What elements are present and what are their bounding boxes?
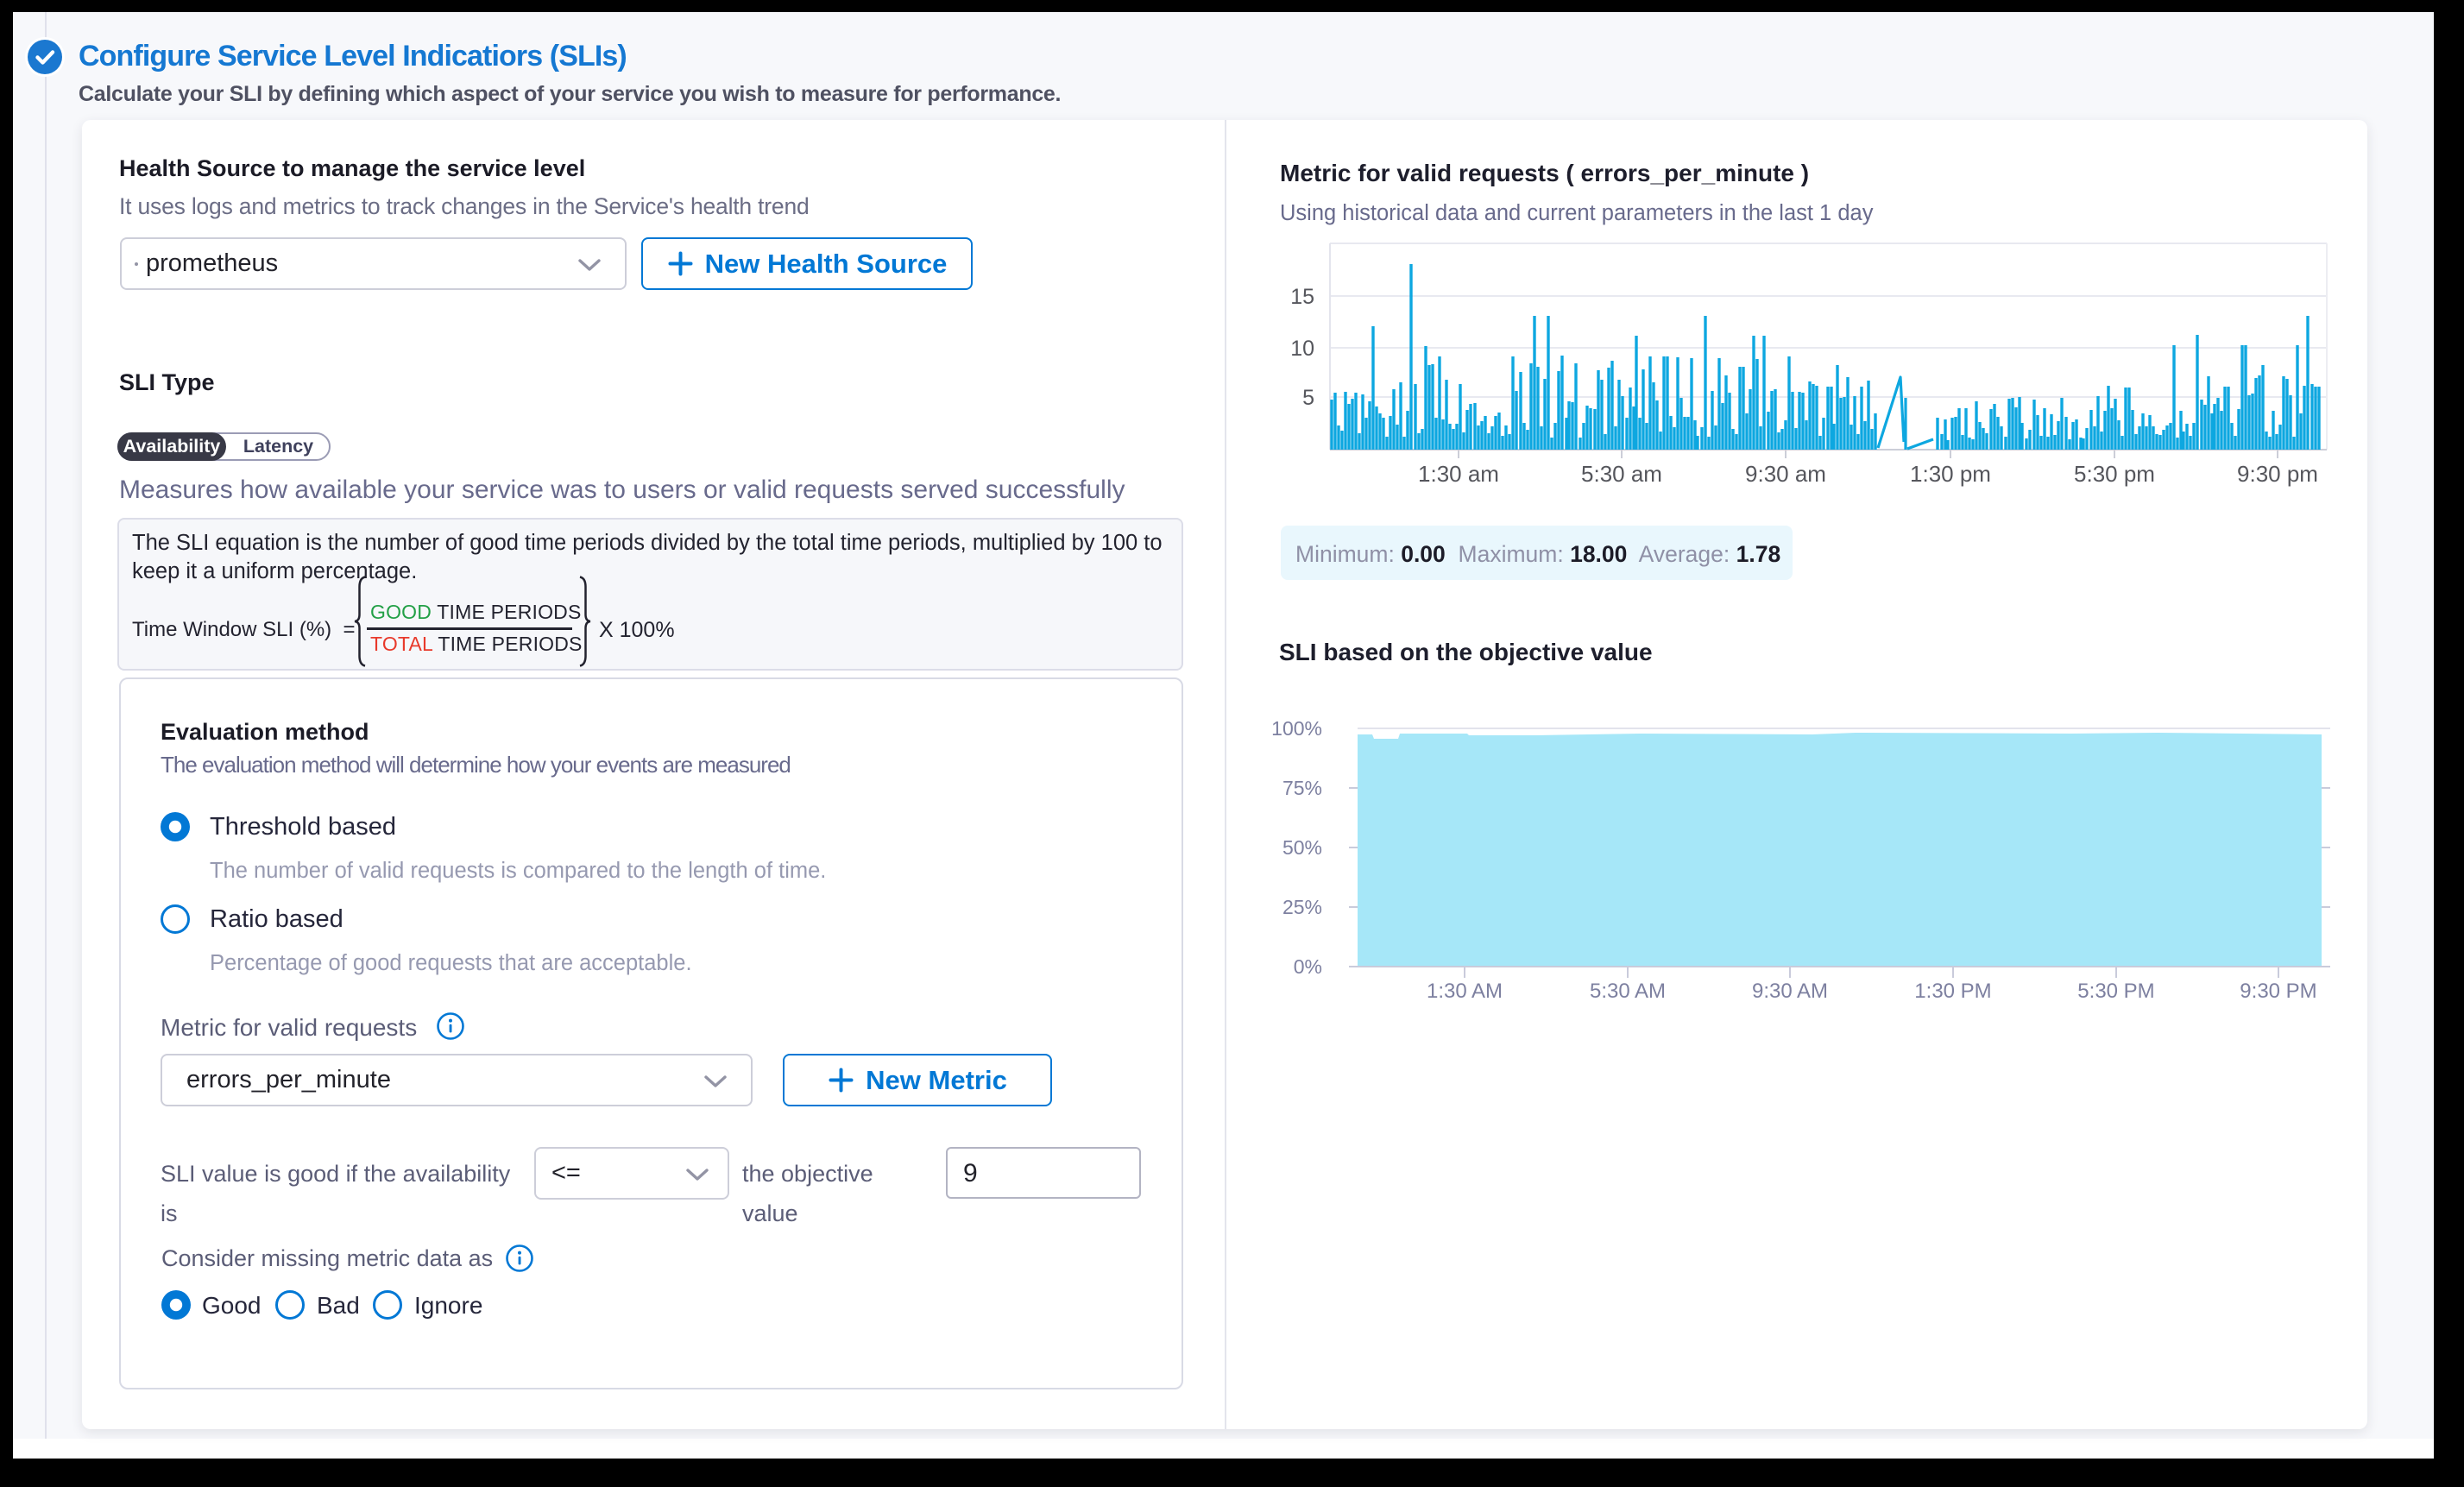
svg-text:9:30 PM: 9:30 PM — [2240, 980, 2316, 1003]
svg-text:9:30 AM: 9:30 AM — [1752, 980, 1828, 1003]
svg-text:1:30 pm: 1:30 pm — [1910, 461, 1991, 487]
svg-text:1:30 PM: 1:30 PM — [1914, 980, 1991, 1003]
svg-text:5:30 PM: 5:30 PM — [2077, 980, 2154, 1003]
svg-text:5:30 am: 5:30 am — [1581, 461, 1662, 487]
svg-text:0%: 0% — [1294, 955, 1322, 978]
svg-text:10: 10 — [1290, 337, 1314, 361]
svg-text:5:30 AM: 5:30 AM — [1590, 980, 1666, 1003]
svg-text:1:30 am: 1:30 am — [1418, 461, 1499, 487]
svg-text:9:30 pm: 9:30 pm — [2237, 461, 2318, 487]
svg-text:100%: 100% — [1271, 717, 1322, 740]
svg-text:5: 5 — [1302, 386, 1314, 410]
svg-text:1:30 AM: 1:30 AM — [1427, 980, 1503, 1003]
svg-text:5:30 pm: 5:30 pm — [2074, 461, 2155, 487]
svg-text:25%: 25% — [1282, 896, 1322, 918]
svg-text:50%: 50% — [1282, 836, 1322, 859]
svg-text:9:30 am: 9:30 am — [1745, 461, 1826, 487]
svg-text:75%: 75% — [1282, 777, 1322, 799]
svg-text:15: 15 — [1290, 285, 1314, 309]
